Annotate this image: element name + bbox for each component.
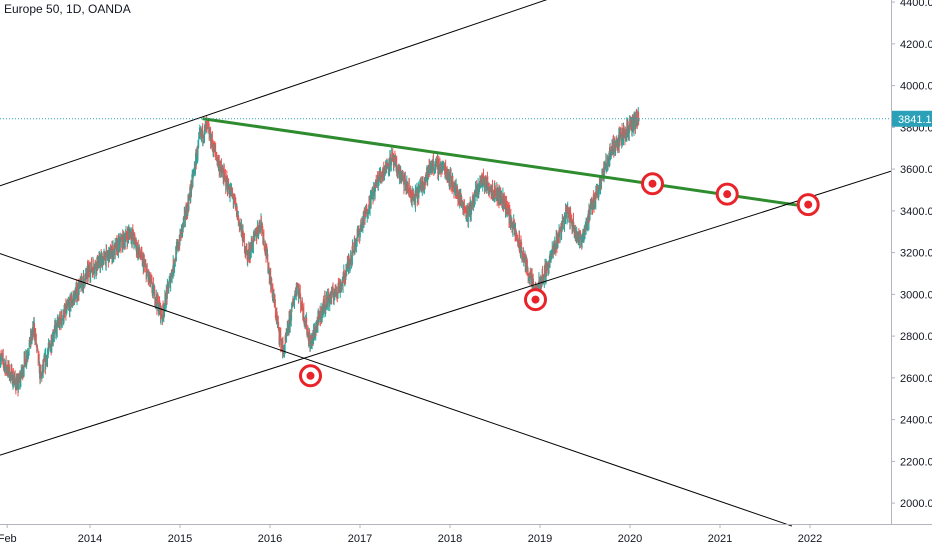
- x-tick-label: 2020: [618, 533, 642, 545]
- y-tick-label: 4000.0: [900, 81, 932, 93]
- channel-line[interactable]: [0, 253, 793, 527]
- marker-dot: [306, 371, 315, 380]
- drawing-layer[interactable]: [0, 0, 892, 527]
- resistance-trendline[interactable]: [202, 117, 809, 209]
- x-tick-label: 2017: [348, 533, 372, 545]
- y-tick-label: 2200.0: [900, 456, 932, 468]
- y-tick-label: 2600.0: [900, 373, 932, 385]
- x-tick-label: 2014: [78, 533, 102, 545]
- x-tick-label: Feb: [0, 533, 17, 545]
- target-marker[interactable]: [641, 172, 664, 196]
- y-tick-label: 4400.0: [900, 0, 932, 9]
- x-tick-label: 2022: [798, 533, 822, 545]
- marker-dot: [804, 200, 813, 209]
- channel-line[interactable]: [0, 0, 558, 187]
- y-tick-label: 3400.0: [900, 206, 932, 218]
- target-marker[interactable]: [796, 193, 820, 217]
- last-price-label: 3841.1: [898, 114, 932, 126]
- y-tick-label: 2000.0: [900, 498, 932, 510]
- marker-dot: [648, 179, 657, 188]
- y-tick-label: 2800.0: [900, 331, 932, 343]
- y-tick-label: 2400.0: [900, 415, 932, 427]
- y-tick-label: 3000.0: [900, 289, 932, 301]
- x-tick-label: 2018: [438, 533, 462, 545]
- last-price-layer: 3841.1: [0, 110, 932, 127]
- x-tick-label: 2019: [528, 533, 552, 545]
- channel-line[interactable]: [0, 170, 892, 456]
- marker-layer[interactable]: [299, 172, 820, 388]
- symbol-title: Europe 50, 1D, OANDA: [4, 2, 131, 16]
- x-tick-label: 2016: [258, 533, 282, 545]
- x-tick-label: 2015: [168, 533, 192, 545]
- candle-layer: [0, 107, 640, 397]
- y-tick-label: 4200.0: [900, 39, 932, 51]
- y-tick-label: 3600.0: [900, 164, 932, 176]
- target-marker[interactable]: [715, 182, 739, 206]
- marker-dot: [723, 190, 732, 199]
- last-price-badge: [892, 110, 932, 127]
- target-marker[interactable]: [299, 364, 322, 388]
- y-tick-label: 3200.0: [900, 248, 932, 260]
- x-tick-label: 2021: [708, 533, 732, 545]
- target-marker[interactable]: [524, 288, 547, 312]
- marker-dot: [531, 295, 540, 304]
